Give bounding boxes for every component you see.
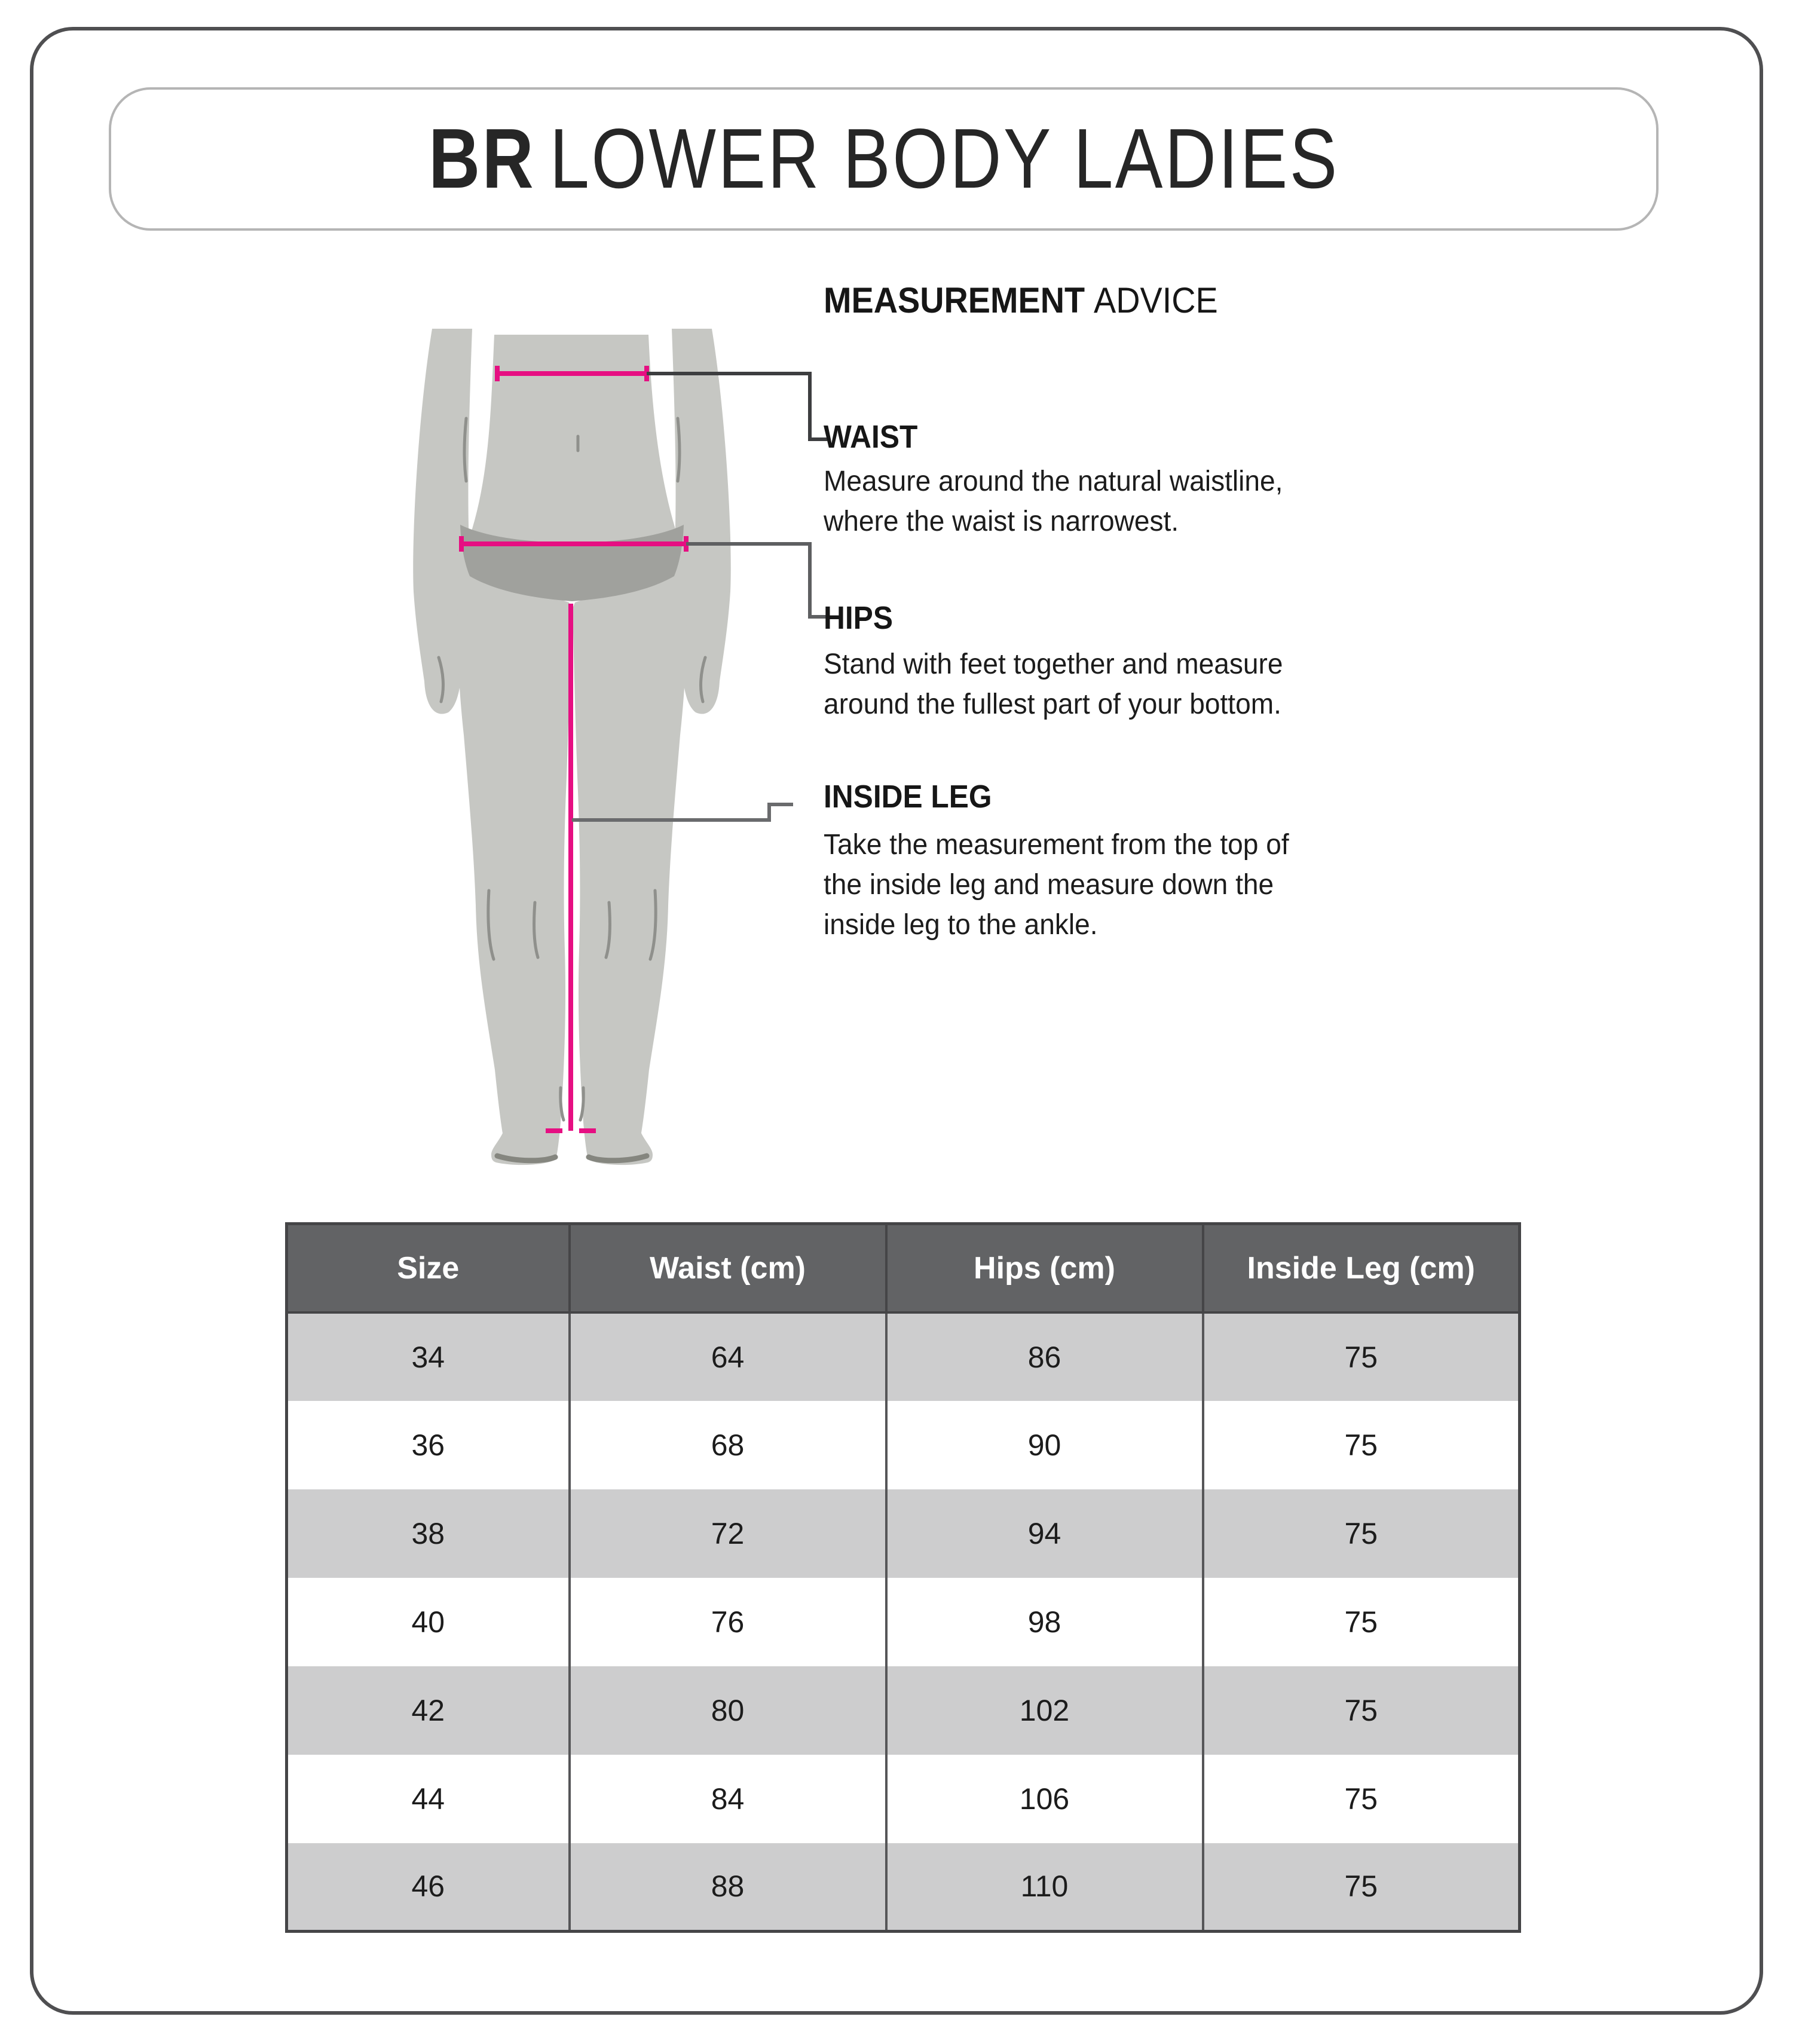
inside-leg-connector-line (572, 803, 793, 822)
cell-hips: 106 (885, 1754, 1203, 1843)
right-leg-shape (573, 550, 687, 1165)
cell-inside-leg: 75 (1201, 1577, 1520, 1666)
left-knee-line-outer (487, 889, 495, 961)
right-knee-line-inner (604, 901, 611, 959)
hips-section-text: Stand with feet together and measure aro… (824, 644, 1283, 724)
cell-waist: 72 (568, 1489, 886, 1578)
right-hand-line (699, 656, 707, 703)
column-header-size: Size (286, 1223, 570, 1314)
measurement-advice-heading: MEASUREMENT ADVICE (824, 280, 1218, 321)
page-title: BR LOWER BODY LADIES (429, 110, 1339, 208)
size-row-40: 40 76 98 75 (286, 1577, 1520, 1666)
inside-leg-measure-line (546, 604, 596, 1133)
waist-section-text: Measure around the natural waistline, wh… (824, 461, 1283, 541)
left-leg-shape (457, 550, 571, 1165)
cell-waist: 64 (568, 1312, 886, 1401)
right-foot-sole (586, 1153, 650, 1164)
cell-waist: 68 (568, 1400, 886, 1489)
inside-leg-section-text: Take the measurement from the top of the… (824, 825, 1289, 945)
hips-section-label: HIPS (824, 600, 893, 636)
hips-text-line-2: around the fullest part of your bottom. (824, 689, 1281, 720)
advice-heading-rest: ADVICE (1093, 280, 1218, 320)
hips-text-line-1: Stand with feet together and measure (824, 648, 1283, 680)
left-elbow-line (463, 417, 468, 483)
size-row-38: 38 72 94 75 (286, 1489, 1520, 1578)
cell-inside-leg: 75 (1201, 1843, 1520, 1932)
waist-section-label: WAIST (824, 419, 918, 455)
cell-hips: 102 (885, 1666, 1203, 1755)
left-foot-sole (494, 1153, 558, 1164)
lower-body-figure (413, 329, 827, 1165)
left-knee-line-inner (533, 901, 540, 959)
brand-code: BR (428, 111, 536, 206)
column-header-waist: Waist (cm) (568, 1223, 886, 1314)
left-ankle-line (559, 1086, 565, 1122)
waist-connector-line (647, 372, 827, 441)
inside-leg-text-line-3: inside leg to the ankle. (824, 909, 1098, 941)
cell-inside-leg: 75 (1201, 1754, 1520, 1843)
right-ankle-line (579, 1086, 585, 1122)
inside-leg-text-line-2: the inside leg and measure down the (824, 869, 1274, 901)
cell-size: 46 (286, 1843, 570, 1932)
cell-inside-leg: 75 (1201, 1312, 1520, 1401)
waist-text-line-2: where the waist is narrowest. (824, 506, 1179, 537)
size-table-body: 34 64 86 75 36 68 90 75 38 72 94 75 40 76 98 75 42 80 102 7… (286, 1312, 1520, 1932)
torso-shape (461, 335, 686, 552)
cell-hips: 86 (885, 1312, 1203, 1401)
size-chart-table: Size Waist (cm) Hips (cm) Inside Leg (cm) 3… (285, 1222, 1521, 1933)
size-row-42: 42 80 102 75 (286, 1666, 1520, 1755)
cell-inside-leg: 75 (1201, 1489, 1520, 1578)
inside-leg-section-label: INSIDE LEG (824, 779, 992, 815)
waist-text-line-1: Measure around the natural waistline, (824, 466, 1283, 497)
left-arm-shape (413, 329, 472, 714)
cell-size: 38 (286, 1489, 570, 1578)
size-row-34: 34 64 86 75 (286, 1312, 1520, 1401)
right-elbow-line (676, 417, 681, 483)
size-row-46: 46 88 110 75 (286, 1843, 1520, 1932)
cell-hips: 90 (885, 1400, 1203, 1489)
cell-hips: 94 (885, 1489, 1203, 1578)
cell-size: 34 (286, 1312, 570, 1401)
hips-connector-line (686, 542, 827, 619)
page-title-text: LOWER BODY LADIES (549, 111, 1339, 206)
cell-size: 40 (286, 1577, 570, 1666)
cell-waist: 84 (568, 1754, 886, 1843)
title-box: BR LOWER BODY LADIES (109, 87, 1659, 231)
cell-size: 36 (286, 1400, 570, 1489)
header-row: Size Waist (cm) Hips (cm) Inside Leg (cm) (286, 1223, 1520, 1314)
column-header-inside-leg: Inside Leg (cm) (1201, 1223, 1520, 1314)
left-hand-line (437, 656, 445, 703)
cell-inside-leg: 75 (1201, 1666, 1520, 1755)
size-table-header: Size Waist (cm) Hips (cm) Inside Leg (cm) (286, 1223, 1520, 1314)
advice-heading-bold: MEASUREMENT (824, 280, 1085, 320)
inside-leg-text-line-1: Take the measurement from the top of (824, 829, 1289, 861)
size-row-44: 44 84 106 75 (286, 1754, 1520, 1843)
cell-hips: 110 (885, 1843, 1203, 1932)
column-header-hips: Hips (cm) (885, 1223, 1203, 1314)
right-knee-line-outer (648, 889, 657, 961)
cell-hips: 98 (885, 1577, 1203, 1666)
cell-waist: 88 (568, 1843, 886, 1932)
right-arm-shape (672, 329, 731, 714)
cell-size: 42 (286, 1666, 570, 1755)
cell-waist: 80 (568, 1666, 886, 1755)
size-row-36: 36 68 90 75 (286, 1400, 1520, 1489)
cell-inside-leg: 75 (1201, 1400, 1520, 1489)
cell-size: 44 (286, 1754, 570, 1843)
cell-waist: 76 (568, 1577, 886, 1666)
